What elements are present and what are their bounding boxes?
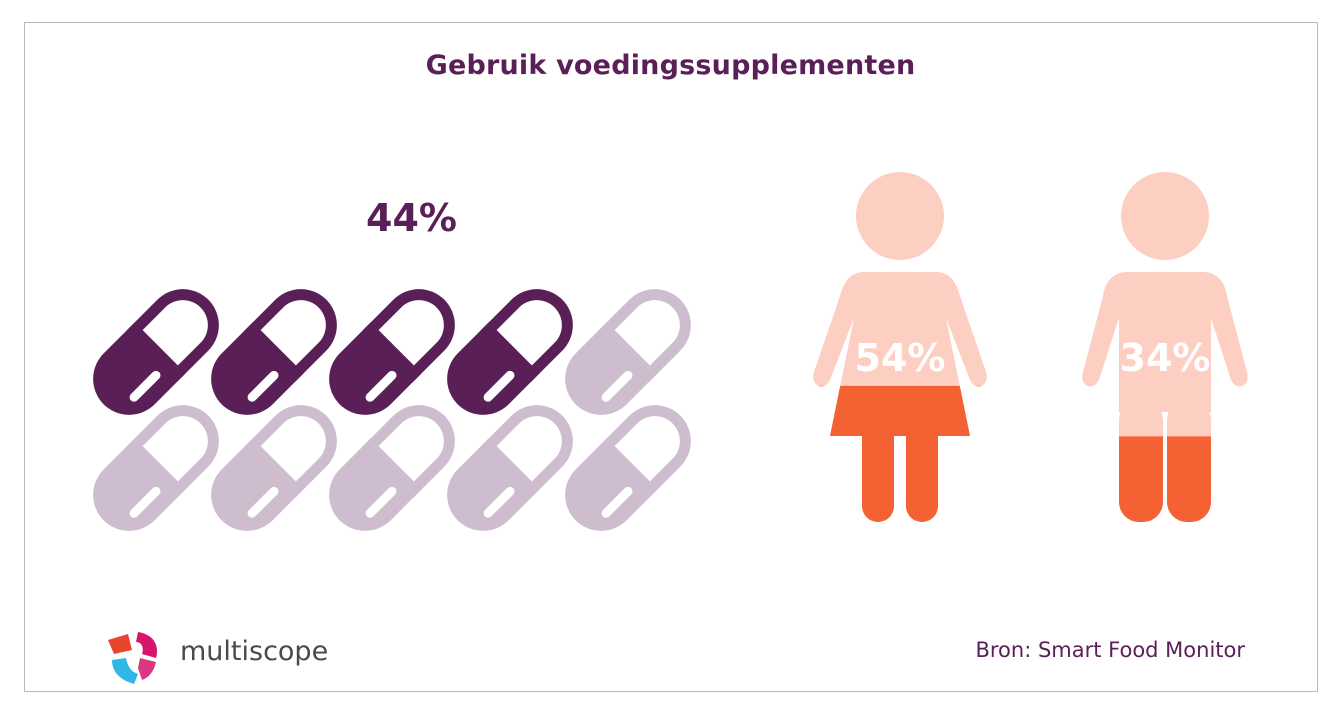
capsule-icon — [211, 289, 337, 415]
man-percentage-label: 34% — [1119, 336, 1211, 380]
capsule-pictogram — [93, 289, 691, 531]
capsule-icon — [93, 289, 219, 415]
man-figure-fill — [1119, 436, 1211, 522]
multiscope-logo-icon — [108, 632, 158, 684]
capsule-icon — [565, 405, 691, 531]
capsule-icon — [447, 289, 573, 415]
source-label: Bron: Smart Food Monitor — [975, 638, 1245, 662]
capsule-icon — [329, 289, 455, 415]
chart-title: Gebruik voedingssupplementen — [425, 50, 916, 81]
woman-figure-fill — [818, 385, 982, 522]
woman-percentage-label: 54% — [854, 336, 946, 380]
capsule-icon — [211, 405, 337, 531]
woman-figure: 54% — [800, 0, 1000, 560]
capsule-icon — [565, 289, 691, 415]
capsule-icon — [93, 405, 219, 531]
brand-name: multiscope — [180, 636, 329, 667]
capsule-icon — [329, 405, 455, 531]
capsule-icon — [447, 405, 573, 531]
man-figure: 34% — [1065, 0, 1265, 560]
total-percentage-label: 44% — [366, 196, 457, 240]
